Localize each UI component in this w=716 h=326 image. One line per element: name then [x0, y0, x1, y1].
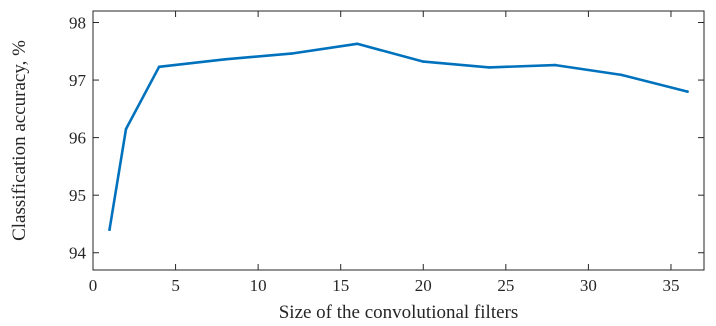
x-tick-label: 20	[415, 276, 432, 295]
ticks-layer	[92, 11, 704, 270]
data-point	[108, 228, 111, 232]
series-layer	[108, 42, 689, 232]
x-tick-label: 15	[332, 276, 349, 295]
x-tick-label: 10	[250, 276, 267, 295]
data-point	[421, 60, 425, 63]
tick-labels-layer: 0 5 10 15 20 25 30 35 94 95 96 97 98	[69, 14, 679, 295]
y-axis-label: Classification accuracy, %	[9, 40, 30, 241]
x-tick-label: 0	[89, 276, 98, 295]
data-point	[157, 65, 161, 69]
data-point	[554, 63, 557, 67]
y-tick-label: 94	[69, 244, 87, 263]
x-tick-label: 25	[497, 276, 514, 295]
y-tick-label: 98	[69, 14, 86, 33]
x-axis-label: Size of the convolutional filters	[279, 302, 519, 323]
y-tick-label: 97	[69, 71, 87, 90]
x-tick-label: 5	[171, 276, 180, 295]
plot-area	[92, 10, 705, 271]
data-point	[124, 127, 128, 131]
data-point	[620, 73, 623, 77]
data-point	[223, 58, 227, 61]
x-tick-label: 35	[662, 276, 679, 295]
data-point	[289, 52, 293, 55]
x-tick-label: 30	[580, 276, 597, 295]
y-tick-label: 95	[69, 186, 86, 205]
y-tick-label: 96	[69, 129, 86, 148]
data-point	[355, 42, 359, 46]
data-point	[488, 66, 491, 69]
data-point	[686, 90, 689, 93]
